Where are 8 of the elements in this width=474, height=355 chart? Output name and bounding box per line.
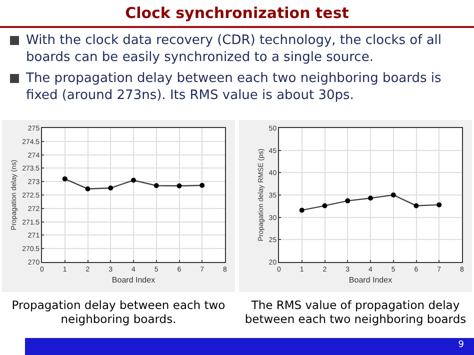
text: Propagation delay between each two neighboring boards. bbox=[10, 298, 226, 326]
x-axis-title: Board Index bbox=[348, 276, 392, 284]
x-axis-title: Board Index bbox=[112, 276, 156, 284]
text: The propagation delay between each two neighboring boards is fixed (around 273ns). Its RMS value is about 30ps. bbox=[25, 70, 442, 104]
text: The RMS value of propagation delay between each two neighboring boards bbox=[244, 298, 468, 326]
text: With the clock data recovery (CDR) technology, the clocks of all boards can be easily synchronized to a single source. bbox=[25, 32, 443, 66]
text: 9 bbox=[458, 340, 464, 350]
text: Clock synchronization test bbox=[124, 4, 350, 22]
